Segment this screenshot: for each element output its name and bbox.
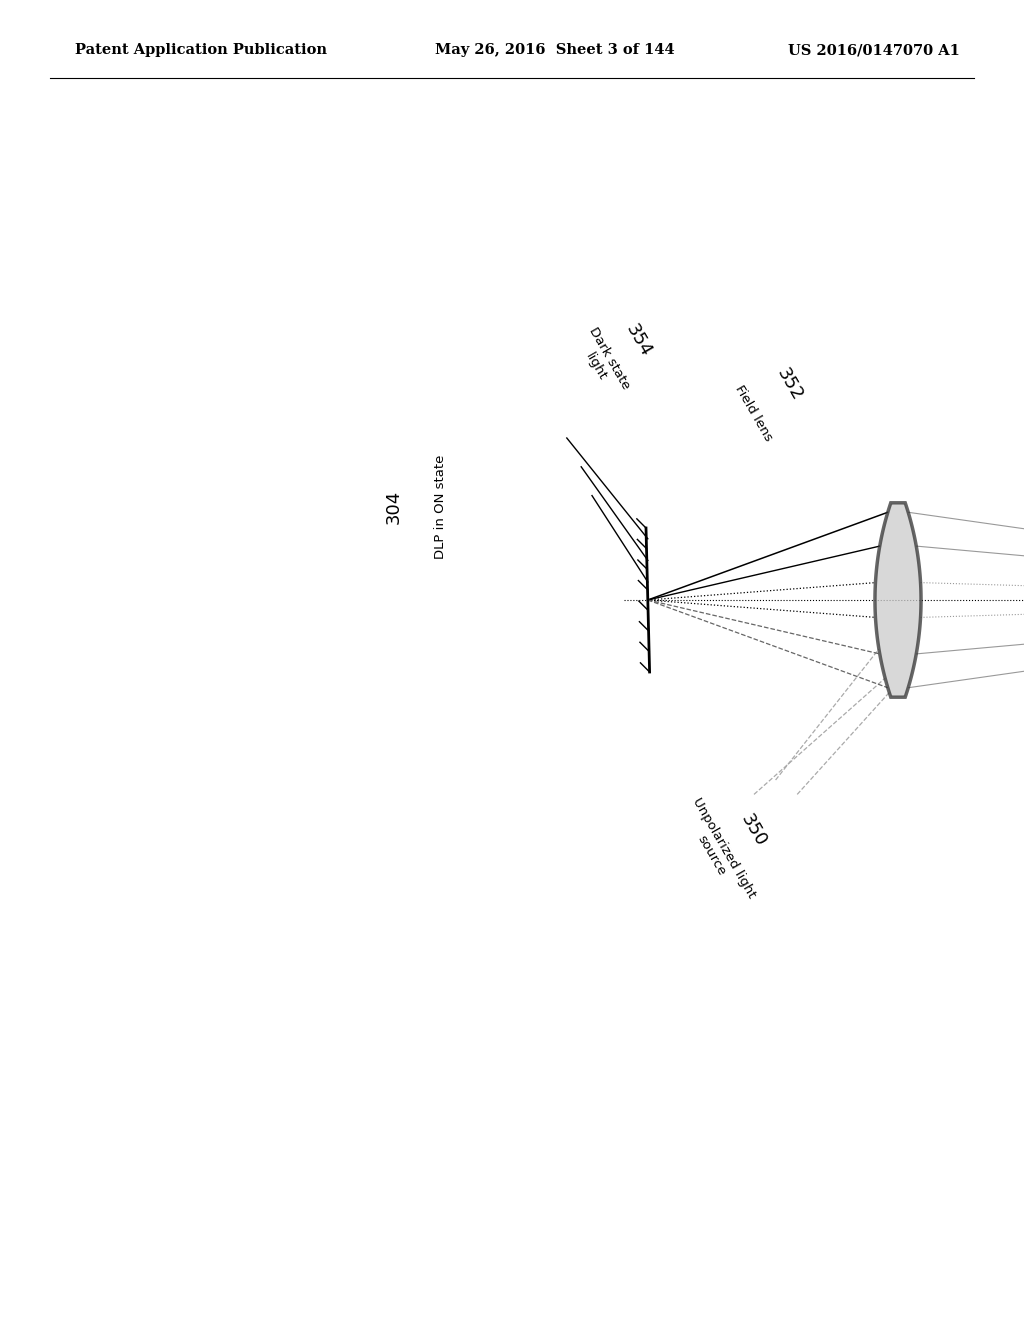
Text: 304: 304 [385, 490, 403, 524]
Text: 350: 350 [737, 810, 770, 850]
Text: DLP in ON state: DLP in ON state [434, 454, 447, 558]
Text: Dark state
light: Dark state light [573, 325, 632, 400]
Text: May 26, 2016  Sheet 3 of 144: May 26, 2016 Sheet 3 of 144 [435, 44, 675, 57]
Text: Unpolarized light
source: Unpolarized light source [678, 796, 759, 908]
Polygon shape [874, 503, 921, 697]
Text: 354: 354 [623, 321, 655, 360]
Text: Patent Application Publication: Patent Application Publication [75, 44, 327, 57]
Text: 352: 352 [773, 364, 807, 404]
Text: US 2016/0147070 A1: US 2016/0147070 A1 [788, 44, 961, 57]
Text: Field lens: Field lens [733, 383, 775, 444]
